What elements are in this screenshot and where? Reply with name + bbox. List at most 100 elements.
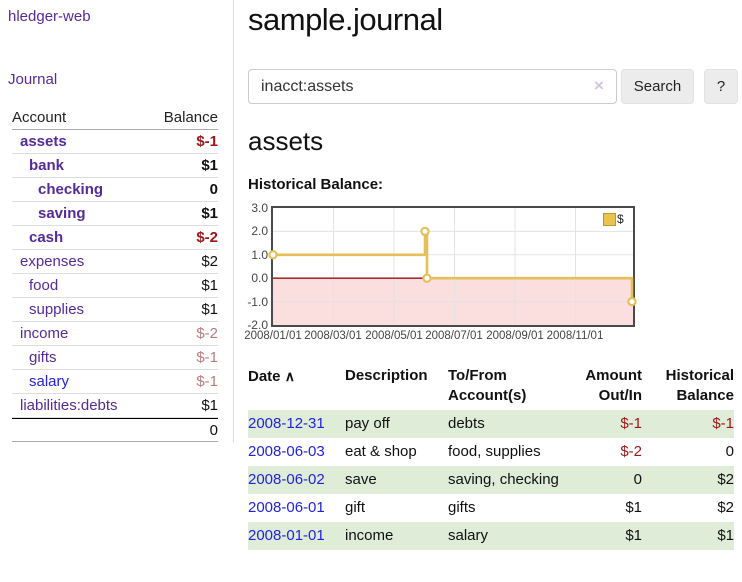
app-brand-link[interactable]: hledger-web xyxy=(8,8,91,25)
account-link-liabilities-debts[interactable]: liabilities:debts xyxy=(20,397,118,414)
transaction-description: income xyxy=(345,527,394,544)
account-link-gifts[interactable]: gifts xyxy=(29,349,57,366)
transaction-accounts: salary xyxy=(448,527,489,544)
account-balance: $1 xyxy=(201,301,218,318)
account-column-header: Account xyxy=(12,109,67,126)
register-row: 2008-12-31 pay off debts $-1 $-1 xyxy=(248,410,734,438)
account-link-salary[interactable]: salary xyxy=(29,373,70,390)
y-axis-tick: 1.0 xyxy=(251,248,268,262)
transaction-date-link[interactable]: 2008-06-03 xyxy=(248,443,325,460)
account-balance: $-2 xyxy=(196,229,218,246)
account-heading: assets xyxy=(248,126,324,156)
data-point-markers xyxy=(268,226,637,307)
sidebar-item-journal[interactable]: Journal xyxy=(8,71,58,88)
account-row-assets: assets $-1 xyxy=(12,130,218,154)
register-row: 2008-06-03 eat & shop food, supplies $-2… xyxy=(248,438,734,466)
account-column-header: To/From Account(s) xyxy=(448,367,527,404)
page-title: sample.journal xyxy=(248,2,443,37)
transaction-date-link[interactable]: 2008-06-02 xyxy=(248,471,325,488)
x-axis-tick: 2008/09/01 xyxy=(486,330,544,342)
y-axis-tick: 3.0 xyxy=(251,201,268,215)
x-axis-tick: 2008/03/01 xyxy=(304,330,362,342)
transaction-accounts: debts xyxy=(448,415,485,432)
accounts-total-row: 0 xyxy=(12,418,218,442)
account-balance: $-1 xyxy=(196,349,218,366)
account-link-assets[interactable]: assets xyxy=(20,133,67,150)
y-axis-tick: 0.0 xyxy=(251,271,268,285)
transaction-description: eat & shop xyxy=(345,443,417,460)
account-link-cash[interactable]: cash xyxy=(29,229,64,246)
x-axis-tick: 2008/11/01 xyxy=(546,330,604,342)
register-table: Date ∧ Description To/From Account(s) Am… xyxy=(248,362,734,550)
account-balance: $1 xyxy=(201,397,218,414)
x-axis-tick: 2008/01/01 xyxy=(244,330,302,342)
transaction-amount: $1 xyxy=(625,499,642,516)
account-link-income[interactable]: income xyxy=(20,325,69,342)
legend-label: $ xyxy=(617,212,624,226)
chart-canvas xyxy=(268,208,637,325)
transaction-accounts: gifts xyxy=(448,499,476,516)
help-button[interactable]: ? xyxy=(704,69,738,104)
account-row-supplies: supplies $1 xyxy=(12,298,218,322)
description-column-header: Description xyxy=(345,367,428,384)
register-row: 2008-06-02 save saving, checking 0 $2 xyxy=(248,466,734,494)
gridlines xyxy=(273,208,633,325)
transaction-accounts: saving, checking xyxy=(448,471,559,488)
clear-search-icon[interactable]: × xyxy=(594,76,604,95)
account-row-income: income $-2 xyxy=(12,322,218,346)
search-input[interactable] xyxy=(248,69,617,104)
accounts-total-value: 0 xyxy=(209,422,218,439)
search-button[interactable]: Search xyxy=(621,69,694,104)
transaction-balance: $-1 xyxy=(712,415,734,432)
account-link-supplies[interactable]: supplies xyxy=(29,301,85,318)
register-row: 2008-06-01 gift gifts $1 $2 xyxy=(248,494,734,522)
account-link-bank[interactable]: bank xyxy=(29,157,65,174)
account-balance: $1 xyxy=(201,277,218,294)
account-row-cash: cash $-2 xyxy=(12,226,218,250)
balance-chart xyxy=(268,206,637,327)
transaction-amount: $-1 xyxy=(620,415,642,432)
date-column-header[interactable]: Date ∧ xyxy=(248,362,345,410)
account-row-food: food $1 xyxy=(12,274,218,298)
chart-title: Historical Balance: xyxy=(248,176,384,193)
transaction-amount: 0 xyxy=(633,471,642,488)
account-link-expenses[interactable]: expenses xyxy=(20,253,85,270)
amount-column-header: Amount Out/In xyxy=(585,367,642,404)
account-balance: $1 xyxy=(201,205,218,222)
date-header-label: Date xyxy=(248,368,281,385)
account-balance: $-1 xyxy=(196,133,218,150)
x-axis-tick: 2008/05/01 xyxy=(365,330,423,342)
account-balance: $-1 xyxy=(196,373,218,390)
transaction-description: save xyxy=(345,471,377,488)
account-row-liabilities-debts: liabilities:debts $1 xyxy=(12,394,218,418)
account-row-saving: saving $1 xyxy=(12,202,218,226)
account-row-salary: salary $-1 xyxy=(12,370,218,394)
transaction-description: gift xyxy=(345,499,366,516)
account-row-bank: bank $1 xyxy=(12,154,218,178)
transaction-accounts: food, supplies xyxy=(448,443,541,460)
account-link-food[interactable]: food xyxy=(29,277,59,294)
account-link-saving[interactable]: saving xyxy=(38,205,86,222)
transaction-balance: $2 xyxy=(717,471,734,488)
transaction-date-link[interactable]: 2008-06-01 xyxy=(248,499,325,516)
account-row-expenses: expenses $2 xyxy=(12,250,218,274)
account-link-checking[interactable]: checking xyxy=(38,181,104,198)
account-row-gifts: gifts $-1 xyxy=(12,346,218,370)
accounts-table-header: Account Balance xyxy=(12,105,218,130)
transaction-balance: $2 xyxy=(717,499,734,516)
y-axis-tick: -2.0 xyxy=(247,318,268,332)
balance-column-header: Historical Balance xyxy=(665,367,734,404)
y-axis-tick: 2.0 xyxy=(251,224,268,238)
register-header-row: Date ∧ Description To/From Account(s) Am… xyxy=(248,362,734,410)
register-row: 2008-01-01 income salary $1 $1 xyxy=(248,522,734,550)
legend-swatch-icon xyxy=(603,212,616,226)
transaction-date-link[interactable]: 2008-01-01 xyxy=(248,527,325,544)
chart-legend: $ xyxy=(603,212,624,226)
x-axis-tick: 2008/07/01 xyxy=(425,330,483,342)
transaction-amount: $1 xyxy=(625,527,642,544)
transaction-date-link[interactable]: 2008-12-31 xyxy=(248,415,325,432)
y-axis-tick: -1.0 xyxy=(247,295,268,309)
transaction-amount: $-2 xyxy=(620,443,642,460)
balance-column-header: Balance xyxy=(163,109,218,126)
transaction-balance: 0 xyxy=(725,443,734,460)
